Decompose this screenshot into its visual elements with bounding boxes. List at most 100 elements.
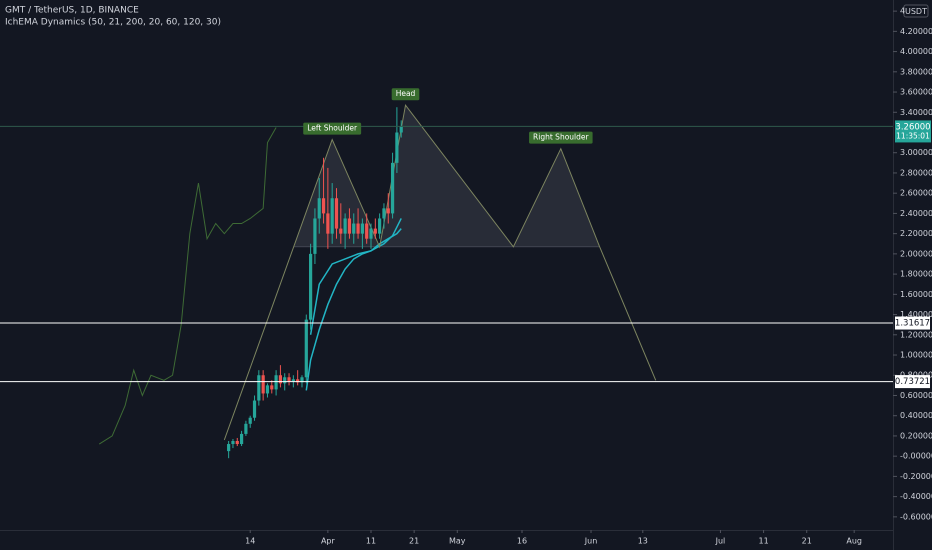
candle-body: [270, 385, 274, 390]
current-price-box: [895, 120, 931, 143]
level-price-box: [895, 375, 930, 389]
candle-body: [365, 223, 369, 239]
pattern-label-box: [391, 88, 420, 101]
y-tick-label: -0.00000: [900, 452, 932, 461]
candle-body: [369, 228, 373, 239]
indicator-line: [98, 127, 277, 445]
candle-body: [373, 228, 377, 234]
currency: USDT: [905, 7, 927, 16]
currency-box: [903, 4, 929, 18]
candle-body: [261, 375, 265, 394]
candle-body: [278, 375, 283, 384]
y-tick-label: 4.20000: [900, 27, 932, 36]
candle-body: [339, 228, 343, 234]
candle-body: [231, 440, 235, 445]
pattern-label: Left Shoulder: [307, 124, 358, 133]
y-tick-label: 0.20000: [900, 431, 932, 440]
y-tick-label: -0.60000: [900, 512, 932, 521]
candle-body: [317, 198, 321, 219]
level-price-label: 0.73721: [895, 377, 930, 387]
candle-body: [313, 218, 317, 254]
indicator-label: IchEMA Dynamics (50, 21, 200, 20, 60, 12…: [5, 18, 221, 28]
x-tick-label: 13: [638, 537, 648, 546]
candle-body: [330, 198, 334, 234]
x-tick-label: 21: [802, 537, 812, 546]
candle-body: [309, 253, 313, 320]
y-tick-label: 3.00000: [900, 148, 932, 157]
candle-body: [347, 218, 352, 234]
pattern-line: [223, 103, 657, 441]
pattern-label: Right Shoulder: [533, 133, 589, 142]
candle-body: [390, 162, 395, 214]
y-tick-label: 4.00000: [900, 47, 932, 56]
x-tick-label: 16: [517, 537, 527, 546]
candle-body: [265, 385, 270, 394]
y-tick-label: 3.60000: [900, 88, 932, 97]
y-tick-label: 1.20000: [900, 330, 932, 339]
x-tick-label: Jun: [584, 537, 598, 546]
candle-body: [326, 213, 330, 234]
candle-body: [239, 433, 244, 445]
pattern-shade: [293, 105, 600, 247]
pattern-label-box: [529, 131, 593, 144]
level-price-box: [895, 316, 930, 330]
candle-body: [304, 319, 308, 378]
y-tick-label: 1.40000: [900, 310, 932, 319]
indicator-line: [309, 218, 402, 335]
y-tick-label: 2.80000: [900, 168, 932, 177]
y-tick-label: 2.60000: [900, 189, 932, 198]
candle-body: [334, 198, 339, 229]
y-tick-label: 1.60000: [900, 290, 932, 299]
candle-body: [352, 223, 356, 234]
candle-body: [343, 218, 347, 234]
candle-body: [382, 208, 386, 219]
x-tick-label: Apr: [321, 537, 336, 546]
candle-body: [296, 379, 300, 383]
y-tick-label: 2.40000: [900, 209, 932, 218]
y-tick-label: -0.40000: [900, 492, 932, 501]
y-tick-label: 2.20000: [900, 229, 932, 238]
candle-body: [227, 444, 231, 452]
candle-body: [399, 126, 403, 133]
candle-body: [274, 375, 278, 390]
y-tick-label: 0.60000: [900, 391, 932, 400]
y-tick-label: 3.80000: [900, 67, 932, 76]
candle-body: [252, 400, 257, 418]
candle-body: [291, 379, 295, 382]
x-tick-label: 11: [366, 537, 376, 546]
pattern-label: Head: [396, 89, 416, 98]
x-tick-label: May: [449, 537, 466, 546]
level-price-label: 1.31617: [895, 319, 930, 329]
candle-body: [395, 132, 399, 163]
candle-body: [386, 208, 390, 214]
x-tick-label: Aug: [846, 537, 862, 546]
x-tick-label: Jul: [715, 537, 726, 546]
y-tick-label: 2.00000: [900, 249, 932, 258]
candle-body: [283, 377, 287, 384]
current-price-label: 3.26000: [895, 122, 930, 132]
y-tick-label: 4: [900, 7, 905, 16]
x-tick-label: 11: [758, 537, 768, 546]
candle-body: [321, 198, 326, 214]
y-tick-label: 1.00000: [900, 351, 932, 360]
x-tick-label: 14: [245, 537, 255, 546]
candle-body: [235, 440, 239, 445]
y-tick-label: -0.20000: [900, 472, 932, 481]
x-tick-label: 21: [409, 537, 419, 546]
candle-body: [300, 377, 304, 383]
candle-body: [378, 218, 382, 234]
countdown-label: 11:35:01: [896, 131, 930, 140]
y-tick-label: 3.40000: [900, 108, 932, 117]
chart-title: GMT / TetherUS, 1D, BINANCE: [5, 6, 139, 16]
candle-body: [360, 223, 364, 234]
y-tick-label: 0.40000: [900, 411, 932, 420]
pattern-label-box: [303, 122, 362, 135]
candle-body: [257, 375, 261, 401]
candle-body: [287, 377, 291, 382]
candle-body: [244, 423, 248, 434]
candle-body: [356, 223, 360, 234]
y-tick-label: 1.80000: [900, 270, 932, 279]
candle-body: [248, 417, 252, 424]
